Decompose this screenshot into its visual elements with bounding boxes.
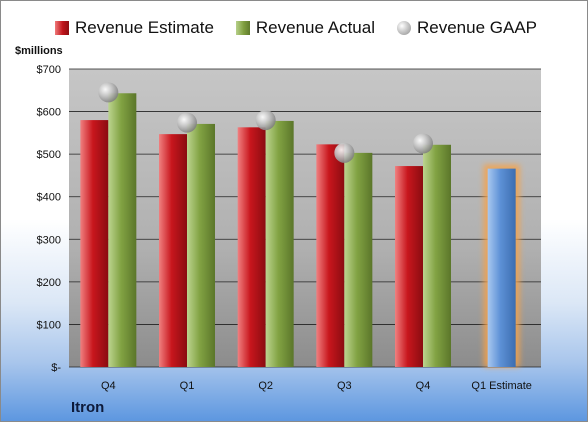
x-tick-label: Q1 Estimate bbox=[471, 380, 532, 392]
bar-actual bbox=[265, 120, 294, 368]
bar-estimate bbox=[159, 134, 187, 367]
y-tick-label: $400 bbox=[37, 192, 61, 204]
bar-estimate bbox=[316, 144, 345, 367]
legend-swatch-estimate bbox=[55, 21, 69, 35]
x-tick-label: Q3 bbox=[337, 380, 352, 392]
legend-swatch-actual bbox=[235, 21, 250, 35]
y-tick-label: $500 bbox=[37, 149, 61, 161]
bar-actual bbox=[344, 152, 373, 367]
y-axis-unit-label: $millions bbox=[15, 45, 63, 57]
gaap-marker bbox=[177, 112, 197, 133]
y-tick-label: $100 bbox=[37, 319, 61, 331]
x-tick-label: Q1 bbox=[180, 380, 195, 392]
plot-area bbox=[69, 69, 541, 367]
x-tick-label: Q2 bbox=[258, 380, 273, 392]
bar-actual bbox=[187, 123, 215, 367]
gaap-marker bbox=[334, 142, 355, 163]
bar-estimate bbox=[237, 127, 266, 367]
gaap-marker bbox=[255, 110, 276, 131]
gaap-markers bbox=[98, 82, 433, 163]
legend-label-gaap: Revenue GAAP bbox=[417, 18, 538, 37]
bar-estimate bbox=[80, 120, 109, 367]
gaap-marker bbox=[98, 82, 119, 103]
legend-item-estimate: Revenue Estimate bbox=[55, 18, 214, 38]
legend-marker-gaap bbox=[397, 21, 411, 35]
x-tick-label: Q4 bbox=[416, 380, 431, 392]
legend-item-actual: Revenue Actual bbox=[235, 18, 375, 38]
gridlines bbox=[69, 68, 541, 368]
legend-label-actual: Revenue Actual bbox=[255, 18, 375, 37]
gaap-marker bbox=[413, 133, 433, 154]
y-tick-label: $200 bbox=[37, 277, 61, 289]
y-axis-ticks: $- $100 $200 $300 $400 $500 $600 $700 bbox=[37, 64, 62, 374]
legend-item-gaap: Revenue GAAP bbox=[397, 18, 537, 38]
legend-label-estimate: Revenue Estimate bbox=[75, 18, 214, 37]
bar-estimate-forecast bbox=[487, 168, 516, 367]
company-name: Itron bbox=[71, 399, 105, 416]
bar-actual bbox=[108, 93, 137, 367]
bar-actual bbox=[423, 144, 451, 367]
legend: Revenue Estimate Revenue Actual Revenue … bbox=[55, 18, 537, 38]
y-tick-label: $- bbox=[51, 362, 61, 374]
y-tick-label: $700 bbox=[37, 64, 61, 76]
bars bbox=[80, 93, 520, 368]
x-tick-label: Q4 bbox=[101, 380, 116, 392]
y-tick-label: $300 bbox=[37, 234, 61, 246]
bar-estimate bbox=[395, 166, 423, 367]
x-axis-ticks: Q4 Q1 Q2 Q3 Q4 Q1 Estimate bbox=[101, 380, 532, 392]
y-tick-label: $600 bbox=[37, 107, 61, 119]
